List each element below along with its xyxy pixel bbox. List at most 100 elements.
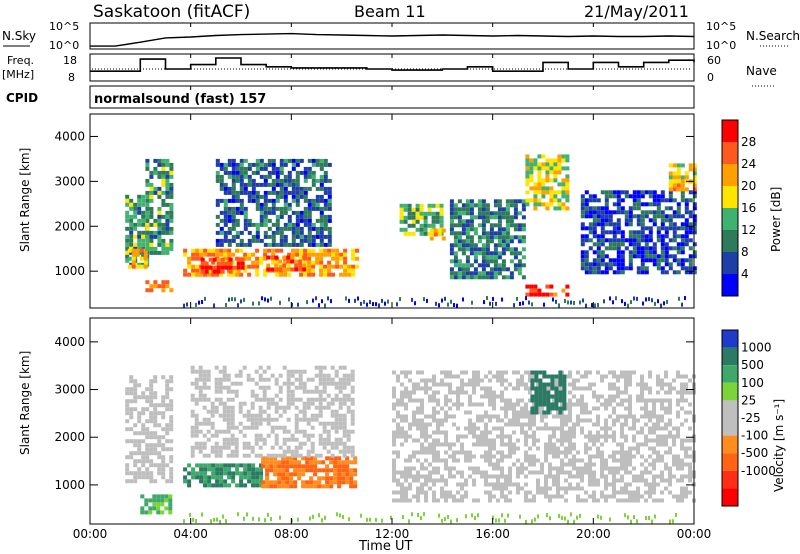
power-cell: [680, 187, 685, 192]
velocity-cell: [512, 482, 516, 487]
power-cell: [678, 296, 680, 301]
power-cell: [549, 170, 554, 175]
velocity-cell: [668, 490, 672, 495]
power-cell: [604, 230, 609, 235]
velocity-cell: [145, 471, 150, 476]
velocity-cell: [624, 490, 628, 495]
power-cell: [307, 264, 312, 269]
velocity-cell: [242, 433, 247, 438]
power-cell: [271, 166, 276, 171]
velocity-cell: [600, 474, 604, 479]
velocity-cell: [540, 426, 544, 431]
power-cell: [279, 248, 284, 253]
velocity-cell: [198, 393, 203, 398]
velocity-cell: [314, 413, 319, 418]
velocity-cell: [198, 377, 203, 382]
velocity-cell: [468, 454, 472, 459]
velocity-cell: [255, 471, 260, 476]
velocity-cell: [294, 417, 299, 422]
velocity-cell: [452, 458, 456, 463]
power-cell: [632, 234, 637, 239]
power-cell: [157, 238, 162, 243]
velocity-cell: [532, 430, 536, 435]
power-cell: [343, 268, 348, 273]
power-cell: [435, 211, 440, 216]
power-cell: [303, 260, 308, 265]
velocity-cell: [564, 498, 568, 503]
power-cell: [157, 218, 162, 223]
power-cell: [481, 267, 486, 272]
power-cell: [169, 238, 174, 243]
velocity-cell: [261, 484, 266, 489]
velocity-cell: [504, 414, 508, 419]
power-cell: [219, 210, 224, 215]
power-cell: [457, 263, 462, 268]
velocity-cell: [676, 478, 680, 483]
velocity-cell: [325, 468, 330, 473]
velocity-cell: [321, 468, 326, 473]
power-cell: [664, 214, 669, 219]
power-cell: [236, 257, 241, 262]
velocity-cell: [157, 463, 162, 468]
velocity-cell: [616, 378, 620, 383]
velocity-cell: [504, 378, 508, 383]
velocity-cell: [226, 405, 231, 410]
velocity-cell: [342, 377, 347, 382]
power-cell: [497, 243, 502, 248]
power-cell: [275, 242, 280, 247]
velocity-cell: [468, 450, 472, 455]
power-cell: [457, 239, 462, 244]
velocity-cell: [411, 512, 413, 517]
power-cell: [298, 259, 303, 264]
velocity-cell: [672, 442, 676, 447]
velocity-cell: [562, 374, 567, 379]
velocity-cell: [680, 458, 684, 463]
velocity-cell: [309, 468, 314, 473]
velocity-cell: [194, 377, 199, 382]
velocity-cell: [564, 490, 568, 495]
velocity-cell: [520, 486, 524, 491]
velocity-cell: [417, 512, 419, 517]
power-cell: [580, 250, 585, 255]
power-cell: [509, 247, 514, 252]
power-cell: [648, 218, 653, 223]
velocity-cell: [313, 484, 318, 489]
power-cell: [489, 227, 494, 232]
velocity-cell: [660, 418, 664, 423]
velocity-cell: [468, 398, 472, 403]
power-cell: [624, 218, 629, 223]
velocity-cell: [664, 434, 668, 439]
power-cell: [227, 190, 232, 195]
velocity-cell: [235, 467, 240, 472]
velocity-cell: [536, 382, 540, 387]
velocity-cell: [428, 422, 432, 427]
velocity-cell: [392, 462, 396, 467]
velocity-cell: [680, 386, 684, 391]
velocity-cell: [412, 474, 416, 479]
velocity-cell: [258, 417, 263, 422]
velocity-cell: [203, 479, 208, 484]
power-cell: [131, 264, 136, 269]
velocity-cell: [318, 413, 323, 418]
velocity-cell: [480, 394, 484, 399]
power-cell: [608, 214, 613, 219]
power-cell: [584, 258, 589, 263]
velocity-cell: [412, 466, 416, 471]
power-cell: [493, 235, 498, 240]
velocity-cell: [564, 450, 568, 455]
power-cell: [628, 230, 633, 235]
power-cell: [153, 190, 158, 195]
power-cell: [235, 218, 240, 223]
velocity-cell: [524, 406, 528, 411]
power-cell: [315, 226, 320, 231]
power-cell: [303, 214, 308, 219]
velocity-cell: [600, 462, 604, 467]
power-cell: [592, 218, 597, 223]
velocity-cell: [314, 385, 319, 390]
velocity-cell: [223, 479, 228, 484]
velocity-cell: [161, 375, 166, 380]
power-cell: [201, 300, 203, 305]
power-cell: [271, 248, 276, 253]
power-cell: [157, 214, 162, 219]
velocity-cell: [408, 454, 412, 459]
